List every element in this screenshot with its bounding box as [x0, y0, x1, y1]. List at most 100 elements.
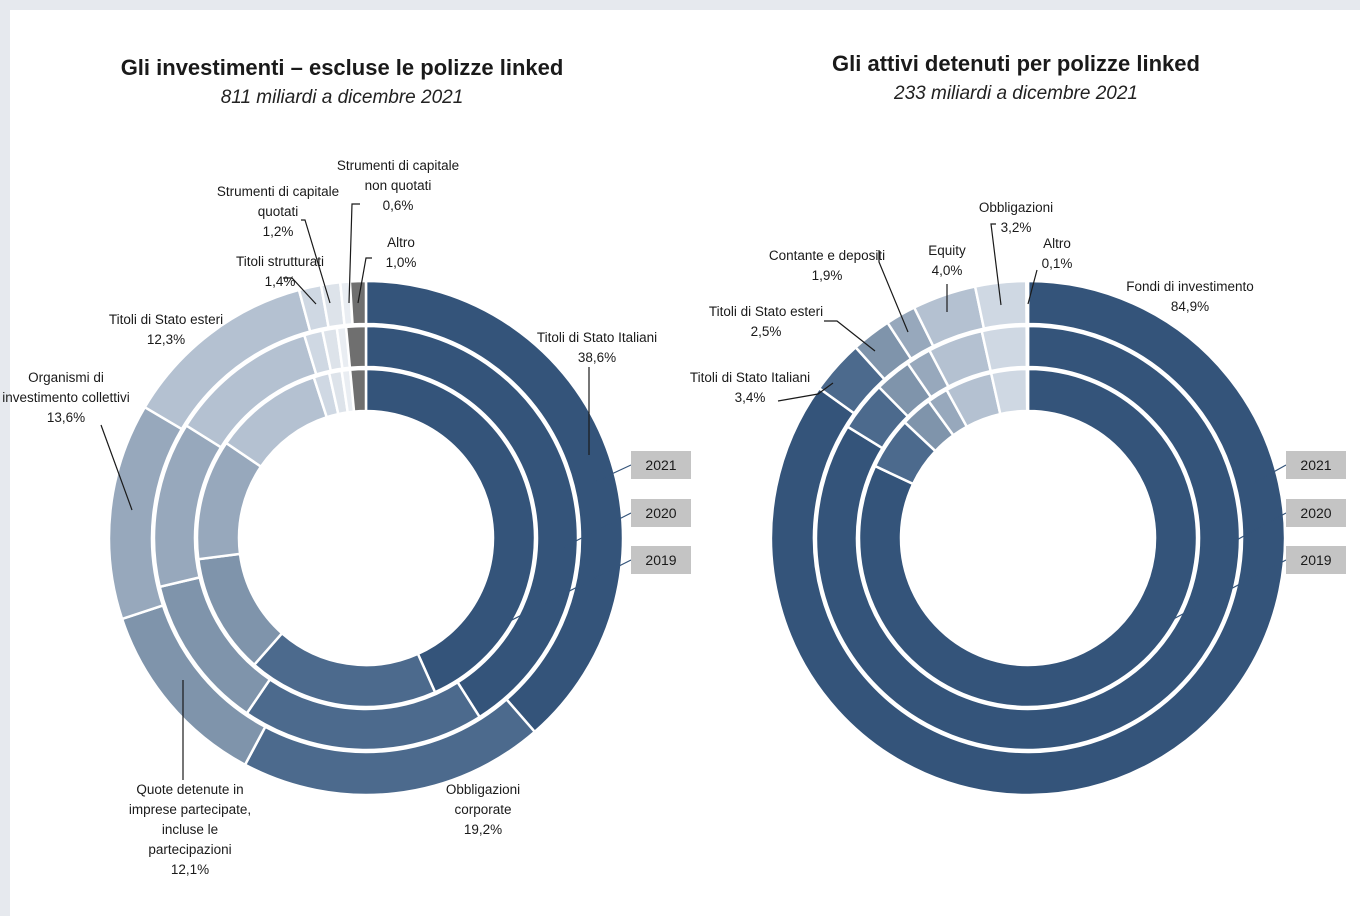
slice-label-line: Altro — [1043, 236, 1071, 251]
ring-year-label: 2021 — [645, 457, 676, 473]
donut-slice-2020-7 — [1025, 324, 1030, 369]
slice-label-line: 3,2% — [1001, 220, 1032, 235]
ring-year-tags: 2021 2020 2019 — [499, 451, 691, 627]
slice-label-line: Equity — [928, 243, 966, 258]
slice-label-line: 12,3% — [147, 332, 185, 347]
slice-label-line: 1,9% — [812, 268, 843, 283]
slice-label-line: 3,4% — [735, 390, 766, 405]
ring-year-tags: 2021 2020 2019 — [1159, 451, 1346, 627]
chart-investimenti: Gli investimenti – escluse le polizze li… — [2, 55, 691, 877]
slice-label-line: Titoli di Stato Italiani — [690, 370, 810, 385]
leader-line — [283, 277, 317, 305]
slice-label-line: non quotati — [365, 178, 432, 193]
slice-label-line: investimento collettivi — [2, 390, 130, 405]
chart-subtitle: 233 miliardi a dicembre 2021 — [893, 83, 1138, 104]
ring-year-box — [631, 451, 691, 479]
chart-subtitle: 811 miliardi a dicembre 2021 — [221, 87, 464, 108]
slice-label-line: 19,2% — [464, 822, 502, 837]
slice-label: Titoli di Stato Italiani 38,6% — [537, 330, 657, 365]
donut-slice-2019-7 — [1025, 367, 1030, 413]
slice-label-line: Altro — [387, 235, 415, 250]
slice-label: Titoli strutturati 1,4% — [236, 254, 324, 289]
ring-year-label: 2020 — [1300, 505, 1331, 521]
ring-year-box — [631, 499, 691, 527]
slice-label-line: quotati — [258, 204, 299, 219]
slice-labels: Fondi di investimento 84,9% Titoli di Stat… — [690, 200, 1254, 405]
slice-label-line: Titoli di Stato Italiani — [537, 330, 657, 345]
ring-year-label: 2021 — [1300, 457, 1331, 473]
leader-line — [990, 223, 1002, 306]
slice-label-line: Strumenti di capitale — [217, 184, 339, 199]
slice-label: Titoli di Stato esteri 2,5% — [709, 304, 823, 339]
chart-title: Gli investimenti – escluse le polizze li… — [121, 55, 564, 80]
donut-slice-2021-7 — [1025, 279, 1030, 326]
leader-line — [878, 250, 909, 333]
ring-pointer-line — [1159, 559, 1287, 627]
leader-line — [348, 203, 360, 304]
donut-slice-2021-1 — [769, 279, 1287, 797]
leader-line — [1027, 269, 1038, 305]
slice-label-line: Obbligazioni — [446, 782, 520, 797]
slice-labels: Titoli di Stato Italiani 38,6% Obbligazion… — [2, 158, 657, 877]
slice-label-line: 1,0% — [386, 255, 417, 270]
ring-pointer-line — [1221, 512, 1287, 549]
slice-label: Organismi di investimento collettivi 13,6% — [2, 370, 130, 425]
slice-label: Obbligazioni 3,2% — [979, 200, 1053, 235]
slice-label: Fondi di investimento 84,9% — [1126, 279, 1254, 314]
slice-label: Altro 0,1% — [1042, 236, 1073, 271]
leader-line — [357, 257, 372, 304]
ring-year-box — [1286, 546, 1346, 574]
slice-label: Equity 4,0% — [928, 243, 966, 278]
leader-line — [824, 320, 876, 352]
slice-label-line: 4,0% — [932, 263, 963, 278]
ring-pointer-line — [561, 512, 632, 549]
slice-label-line: Titoli strutturati — [236, 254, 324, 269]
slice-label-line: Fondi di investimento — [1126, 279, 1254, 294]
ring-year-label: 2019 — [1300, 552, 1331, 568]
slice-label-line: partecipazioni — [148, 842, 231, 857]
leader-line — [777, 382, 834, 402]
slice-label-line: 1,4% — [265, 274, 296, 289]
ring-year-box — [631, 546, 691, 574]
slice-label: Titoli di Stato esteri 12,3% — [109, 312, 223, 347]
leader-line — [100, 424, 133, 511]
slice-label-line: 0,1% — [1042, 256, 1073, 271]
slice-label-line: 12,1% — [171, 862, 209, 877]
donut-segments — [769, 279, 1287, 797]
donut-slice-2019-9 — [348, 367, 368, 413]
donut-slice-2020-1 — [364, 324, 580, 719]
chart-title: Gli attivi detenuti per polizze linked — [832, 51, 1200, 76]
slice-label-line: incluse le — [162, 822, 218, 837]
slice-label-line: 84,9% — [1171, 299, 1209, 314]
slice-label-line: Titoli di Stato esteri — [109, 312, 223, 327]
ring-year-label: 2019 — [645, 552, 676, 568]
ring-pointer-line — [589, 464, 632, 485]
slice-label-line: Strumenti di capitale — [337, 158, 459, 173]
slice-label: Strumenti di capitale non quotati 0,6% — [337, 158, 459, 213]
ring-year-label: 2020 — [645, 505, 676, 521]
donut-slice-2020-1 — [814, 324, 1242, 752]
donut-slice-2020-6 — [980, 324, 1029, 373]
ring-pointer-line — [499, 559, 632, 627]
slice-label: Strumenti di capitale quotati 1,2% — [217, 184, 339, 239]
slice-label-line: imprese partecipate, — [129, 802, 251, 817]
slice-label: Altro 1,0% — [386, 235, 417, 270]
ring-pointer-line — [1251, 464, 1287, 485]
slice-label-line: corporate — [454, 802, 511, 817]
slice-label-line: 38,6% — [578, 350, 616, 365]
slice-label-line: Quote detenute in — [136, 782, 243, 797]
ring-year-box — [1286, 451, 1346, 479]
slice-label-line: 2,5% — [751, 324, 782, 339]
slice-label-line: Contante e depositi — [769, 248, 885, 263]
slice-label: Contante e depositi 1,9% — [769, 248, 885, 283]
slice-label-line: Obbligazioni — [979, 200, 1053, 215]
slice-label: Quote detenute in imprese partecipate, inc… — [129, 782, 251, 877]
slice-label-line: Titoli di Stato esteri — [709, 304, 823, 319]
donut-segments — [107, 279, 625, 797]
slice-label-line: 13,6% — [47, 410, 85, 425]
donut-slice-2019-1 — [857, 367, 1199, 709]
slice-label-line: 0,6% — [383, 198, 414, 213]
slice-label-line: 1,2% — [263, 224, 294, 239]
slice-label: Obbligazioni corporate 19,2% — [446, 782, 520, 837]
